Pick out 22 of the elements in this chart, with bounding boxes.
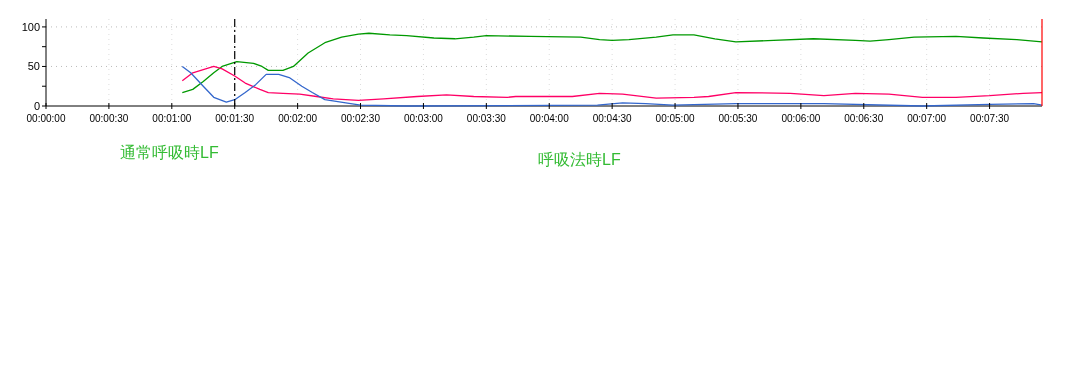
text: 通常呼吸時LF [120, 144, 219, 161]
x-tick-label: 00:04:00 [529, 113, 570, 124]
x-tick-label: 00:04:30 [592, 113, 633, 124]
x-tick-label: 00:03:00 [403, 113, 444, 124]
x-tick-label: 00:03:30 [466, 113, 507, 124]
x-tick-label: 00:06:00 [781, 113, 821, 124]
line-series [181, 32, 1043, 94]
text: 呼吸法時LF [538, 151, 621, 168]
y-tick-label: 100 [21, 20, 40, 33]
x-tick-label: 00:07:00 [907, 113, 947, 124]
x-tick-label: 00:02:30 [341, 113, 381, 124]
x-tick-label: 00:07:30 [970, 113, 1010, 124]
x-tick-label: 00:01:30 [215, 113, 255, 124]
y-tick-label: 50 [27, 60, 40, 73]
x-tick-label: 00:06:30 [844, 113, 884, 124]
x-tick-label: 00:00:00 [26, 113, 66, 124]
y-tick-label: 0 [33, 100, 40, 112]
x-tick-label: 00:05:00 [655, 113, 695, 124]
x-tick-label: 00:05:30 [718, 113, 758, 124]
x-tick-label: 00:02:00 [278, 113, 318, 124]
x-tick-label: 00:01:00 [152, 113, 192, 124]
x-tick-label: 00:00:30 [89, 113, 129, 124]
